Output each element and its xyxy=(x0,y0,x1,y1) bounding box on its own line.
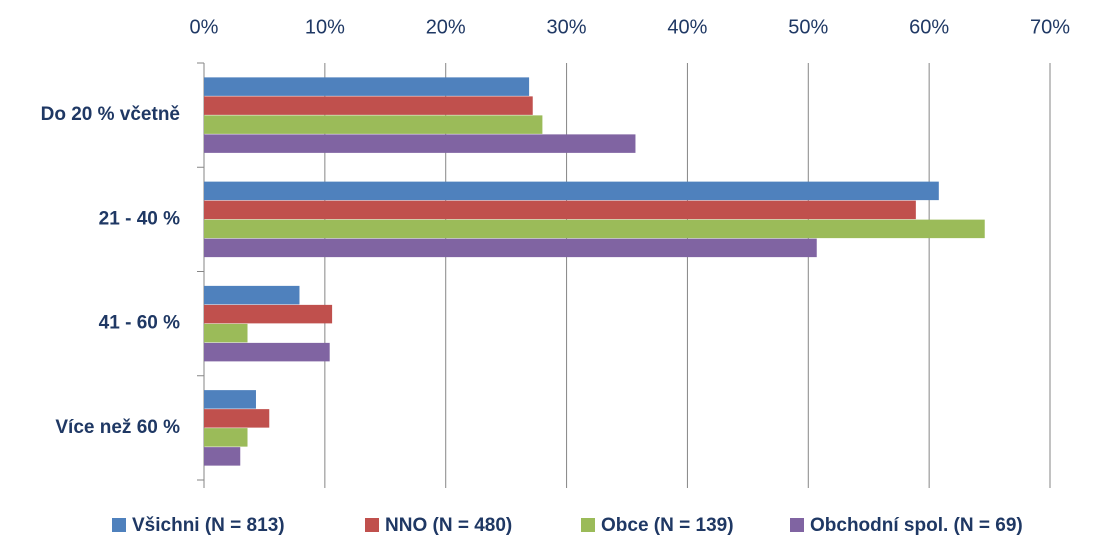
x-tick-label: 20% xyxy=(426,16,466,38)
bar xyxy=(204,428,248,447)
legend-label: Všichni (N = 813) xyxy=(132,515,285,536)
legend-swatch xyxy=(790,518,804,532)
legend-label: NNO (N = 480) xyxy=(385,515,512,536)
legend-swatch xyxy=(112,518,126,532)
bar xyxy=(204,96,533,115)
bar xyxy=(204,285,300,305)
x-tick-label: 10% xyxy=(305,16,345,38)
bar xyxy=(204,200,916,220)
y-tick-label: Do 20 % včetně xyxy=(41,104,180,125)
legend-label: Obce (N = 139) xyxy=(601,515,734,536)
bar xyxy=(204,238,817,258)
x-tick-label: 70% xyxy=(1030,16,1070,38)
bar xyxy=(204,304,333,324)
bar xyxy=(204,219,985,239)
x-tick-label: 60% xyxy=(909,16,949,38)
bar xyxy=(204,323,248,343)
bar xyxy=(204,181,939,201)
legend-label: Obchodní spol. (N = 69) xyxy=(810,515,1023,536)
bar xyxy=(204,447,241,466)
x-tick-label: 30% xyxy=(547,16,587,38)
bar xyxy=(204,115,543,134)
bar xyxy=(204,409,270,428)
bar xyxy=(204,390,256,409)
y-tick-label: 41 - 60 % xyxy=(99,313,180,334)
bar xyxy=(204,77,530,96)
legend-swatch xyxy=(581,518,595,532)
x-tick-label: 50% xyxy=(788,16,828,38)
bar xyxy=(204,342,330,362)
x-tick-label: 40% xyxy=(667,16,707,38)
bar xyxy=(204,134,636,153)
y-tick-label: Více než 60 % xyxy=(55,417,180,438)
x-tick-label: 0% xyxy=(190,16,219,38)
y-tick-label: 21 - 40 % xyxy=(99,208,180,229)
legend-swatch xyxy=(365,518,379,532)
